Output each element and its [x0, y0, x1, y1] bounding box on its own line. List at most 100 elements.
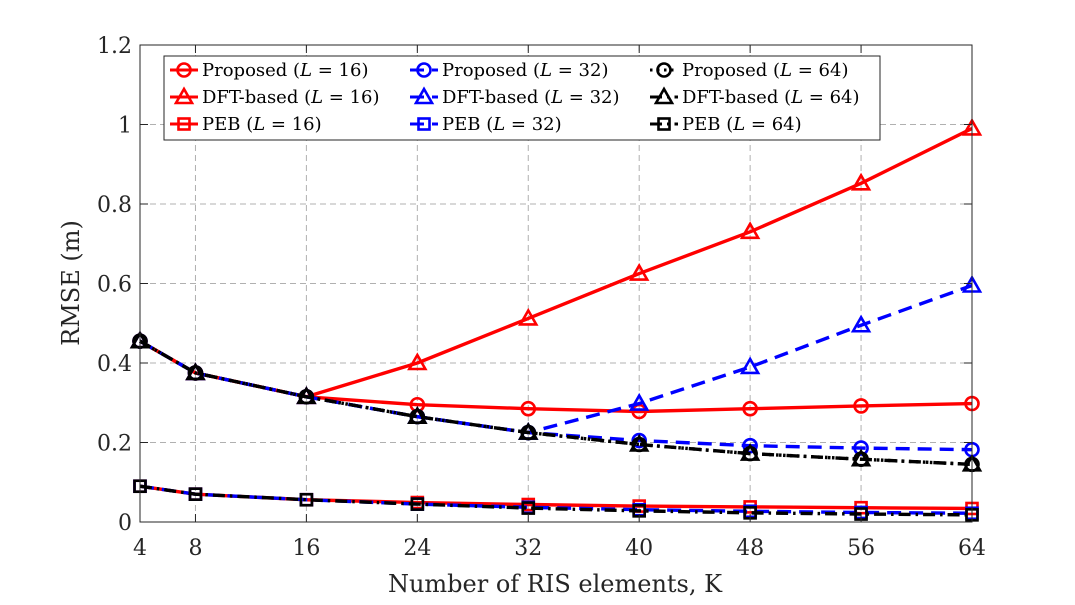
- legend-label-suffix: ): [795, 114, 802, 135]
- data-point-square: [521, 501, 536, 515]
- legend-marker-triangle: [413, 86, 435, 105]
- legend-entry-label: PEB (L = 64): [682, 114, 802, 135]
- legend-label-prefix: Proposed (: [202, 60, 300, 81]
- data-point-triangle: [518, 307, 539, 326]
- legend-label-variable: L: [732, 114, 745, 135]
- x-tick-label: 8: [188, 536, 202, 561]
- data-point-circle: [520, 400, 537, 417]
- legend-label-equals: = 64: [803, 87, 852, 108]
- data-point-triangle: [850, 314, 872, 333]
- legend-label-equals: = 16: [312, 60, 361, 81]
- legend-entry-label: Proposed (L = 32): [442, 60, 609, 81]
- legend-label-prefix: DFT-based (: [442, 87, 551, 108]
- data-point-circle: [742, 400, 758, 417]
- legend-label-variable: L: [492, 114, 505, 135]
- series-line: [139, 339, 973, 467]
- legend-label-suffix: ): [853, 87, 860, 108]
- data-point-triangle: [628, 392, 650, 411]
- legend-label-variable: L: [790, 87, 803, 108]
- tick-marks: [139, 44, 973, 523]
- legend-entry-label: Proposed (L = 16): [202, 60, 369, 81]
- legend-label-prefix: PEB (: [682, 114, 733, 135]
- series-group: [129, 117, 983, 522]
- legend-entry-label: DFT-based (L = 32): [442, 87, 620, 108]
- legend-marker-square: [417, 117, 431, 131]
- legend-entry-label: Proposed (L = 64): [682, 60, 849, 81]
- legend-label-equals: = 16: [265, 114, 314, 135]
- x-tick-label: 32: [514, 536, 542, 561]
- legend-marker-triangle: [653, 86, 675, 105]
- data-point-triangle: [185, 362, 206, 381]
- data-point-triangle: [739, 443, 761, 461]
- y-axis-title: RMSE (m): [57, 220, 85, 346]
- legend-label-equals: = 16: [323, 87, 372, 108]
- x-tick-label: 56: [847, 536, 875, 561]
- legend: Proposed (L = 16)DFT-based (L = 16)PEB (…: [163, 55, 881, 141]
- legend-marker-circle: [176, 62, 192, 78]
- legend-label-suffix: ): [315, 114, 322, 135]
- data-point-triangle: [407, 406, 428, 424]
- x-tick-label: 48: [736, 536, 764, 561]
- legend-marker-square: [177, 117, 191, 131]
- data-point-circle: [853, 440, 869, 456]
- legend-label-equals: = 32: [505, 114, 554, 135]
- y-tick-label: 0: [118, 511, 132, 536]
- data-point-triangle: [628, 433, 650, 452]
- legend-label-suffix: ): [361, 60, 368, 81]
- legend-marker-circle: [416, 62, 432, 78]
- data-point-square: [410, 497, 425, 511]
- data-point-triangle: [518, 421, 539, 440]
- x-tick-label: 64: [958, 536, 986, 561]
- data-point-triangle: [739, 221, 761, 240]
- legend-label-equals: = 64: [745, 114, 794, 135]
- legend-label-variable: L: [539, 60, 552, 81]
- data-point-circle: [853, 398, 869, 414]
- y-tick-label: 0.8: [97, 193, 132, 218]
- y-axis-title-text: RMSE (m): [57, 220, 85, 346]
- series-triangle-L64: [129, 330, 983, 472]
- series-line: [139, 484, 973, 515]
- x-tick-label: 4: [133, 536, 147, 561]
- legend-label-equals: = 32: [563, 87, 612, 108]
- data-point-triangle: [296, 386, 317, 405]
- legend-label-prefix: PEB (: [442, 114, 493, 135]
- legend-marker-triangle: [173, 86, 195, 105]
- x-tick-label: 40: [625, 536, 653, 561]
- data-point-triangle: [407, 352, 428, 371]
- legend-entry-label: DFT-based (L = 64): [682, 87, 860, 108]
- legend-label-prefix: PEB (: [202, 114, 253, 135]
- legend-label-equals: = 32: [552, 60, 601, 81]
- y-tick-label: 0.6: [97, 273, 132, 298]
- legend-label-suffix: ): [601, 60, 608, 81]
- x-tick-label: 16: [292, 536, 320, 561]
- x-axis-title-text: Number of RIS elements, K: [388, 570, 723, 598]
- legend-label-prefix: DFT-based (: [682, 87, 791, 108]
- legend-label-variable: L: [299, 60, 312, 81]
- y-tick-label: 1.2: [97, 34, 132, 59]
- legend-label-variable: L: [310, 87, 323, 108]
- data-point-triangle: [628, 262, 650, 281]
- data-point-square: [299, 492, 314, 507]
- legend-box: [163, 55, 881, 141]
- legend-entry-label: DFT-based (L = 16): [202, 87, 380, 108]
- legend-entry-label: PEB (L = 32): [442, 114, 562, 135]
- legend-label-prefix: Proposed (: [682, 60, 780, 81]
- legend-label-suffix: ): [841, 60, 848, 81]
- legend-label-prefix: Proposed (: [442, 60, 540, 81]
- legend-label-variable: L: [550, 87, 563, 108]
- data-point-triangle: [850, 448, 872, 467]
- data-point-triangle: [850, 172, 872, 191]
- legend-label-prefix: DFT-based (: [202, 87, 311, 108]
- y-tick-label: 0.4: [97, 352, 132, 377]
- legend-entry-label: PEB (L = 16): [202, 114, 322, 135]
- y-tick-label: 0.2: [97, 432, 132, 457]
- data-point-triangle: [739, 356, 761, 375]
- legend-label-suffix: ): [613, 87, 620, 108]
- legend-label-suffix: ): [555, 114, 562, 135]
- legend-label-suffix: ): [373, 87, 380, 108]
- data-point-square: [188, 487, 203, 501]
- legend-label-equals: = 64: [792, 60, 841, 81]
- legend-marker-circle: [656, 62, 672, 78]
